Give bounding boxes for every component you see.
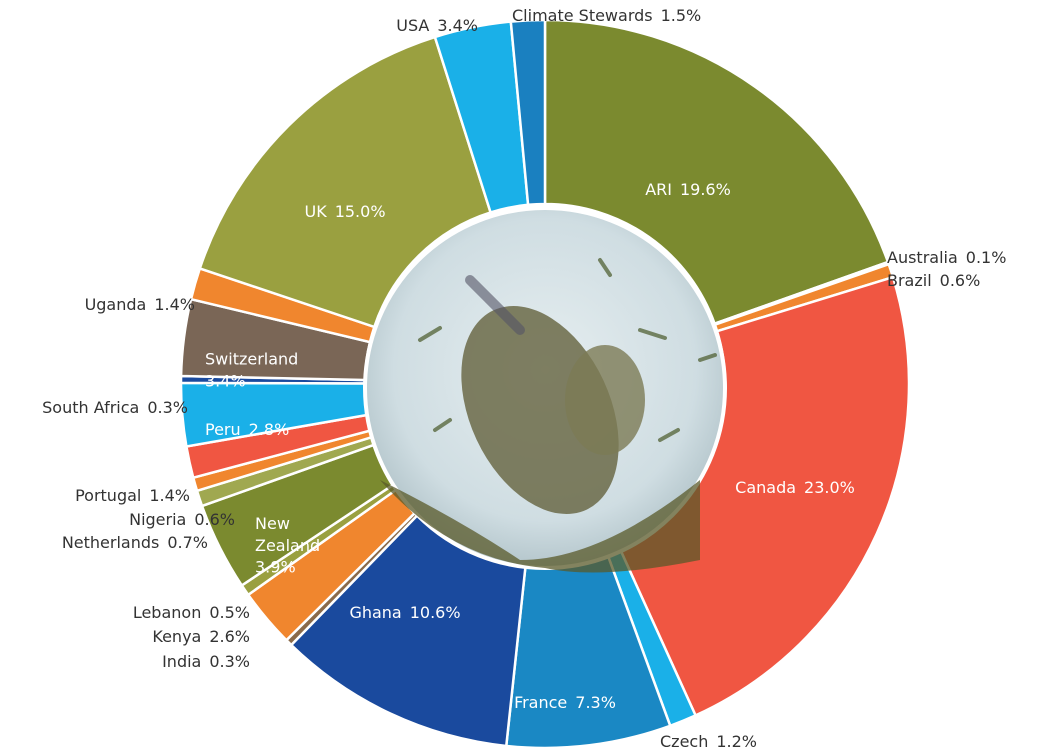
slice-label: Netherlands 0.7% — [62, 533, 208, 552]
center-photo — [365, 208, 725, 573]
category-name: Netherlands — [62, 533, 160, 552]
slice-label: Canada 23.0% — [735, 478, 855, 497]
category-name: Lebanon — [133, 603, 202, 622]
value-label: 0.1% — [966, 248, 1007, 267]
value-label: 1.2% — [716, 732, 757, 751]
slice-label: ARI 19.6% — [645, 180, 731, 199]
slice-label: France 7.3% — [514, 693, 616, 712]
value-label: 7.3% — [575, 693, 616, 712]
value-label: 1.4% — [149, 486, 190, 505]
slice-label: UK 15.0% — [304, 202, 385, 221]
category-name: Ghana — [349, 603, 401, 622]
value-label: 0.5% — [209, 603, 250, 622]
slice-label: Kenya 2.6% — [152, 627, 250, 646]
value-label: 0.6% — [940, 271, 981, 290]
value-label: 1.5% — [661, 6, 702, 25]
category-name: Brazil — [887, 271, 932, 290]
value-label: 3.4% — [437, 16, 478, 35]
category-name: South Africa — [42, 398, 139, 417]
category-name: Nigeria — [129, 510, 186, 529]
slice-label: Australia 0.1% — [887, 248, 1006, 267]
slice-label: India 0.3% — [162, 652, 250, 671]
category-name: France — [514, 693, 567, 712]
category-name: Canada — [735, 478, 796, 497]
slice-label: Uganda 1.4% — [85, 295, 195, 314]
value-label: 3.9% — [255, 558, 296, 577]
category-name: Switzerland — [205, 350, 298, 369]
slice-label: Czech 1.2% — [660, 732, 757, 751]
value-label: 1.4% — [154, 295, 195, 314]
category-name: USA — [396, 16, 429, 35]
slice-label: Lebanon 0.5% — [133, 603, 250, 622]
value-label: 0.3% — [209, 652, 250, 671]
category-name: Australia — [887, 248, 958, 267]
category-name: India — [162, 652, 201, 671]
value-label: 0.3% — [147, 398, 188, 417]
value-label: 2.6% — [209, 627, 250, 646]
slice-label: USA 3.4% — [396, 16, 478, 35]
category-name: Peru — [205, 420, 241, 439]
category-name: UK — [304, 202, 327, 221]
category-name: Portugal — [75, 486, 141, 505]
value-label: 0.7% — [167, 533, 208, 552]
slice-label: Climate Stewards 1.5% — [512, 6, 701, 25]
category-name: Climate Stewards — [512, 6, 653, 25]
category-name: Kenya — [152, 627, 201, 646]
value-label: 2.8% — [249, 420, 290, 439]
category-name: ARI — [645, 180, 672, 199]
value-label: 0.6% — [194, 510, 235, 529]
category-name: Uganda — [85, 295, 147, 314]
slice-label: South Africa 0.3% — [42, 398, 188, 417]
value-label: 3.4% — [205, 372, 246, 391]
value-label: 15.0% — [335, 202, 386, 221]
chart: ARI 19.6% Australia 0.1% Brazil 0.6% Canada 23.… — [0, 0, 1043, 752]
value-label: 19.6% — [680, 180, 731, 199]
value-label: 10.6% — [410, 603, 461, 622]
slice-label: Brazil 0.6% — [887, 271, 980, 290]
slice-label: Portugal 1.4% — [75, 486, 190, 505]
value-label: 23.0% — [804, 478, 855, 497]
category-name: Czech — [660, 732, 708, 751]
slice-label: Nigeria 0.6% — [129, 510, 235, 529]
